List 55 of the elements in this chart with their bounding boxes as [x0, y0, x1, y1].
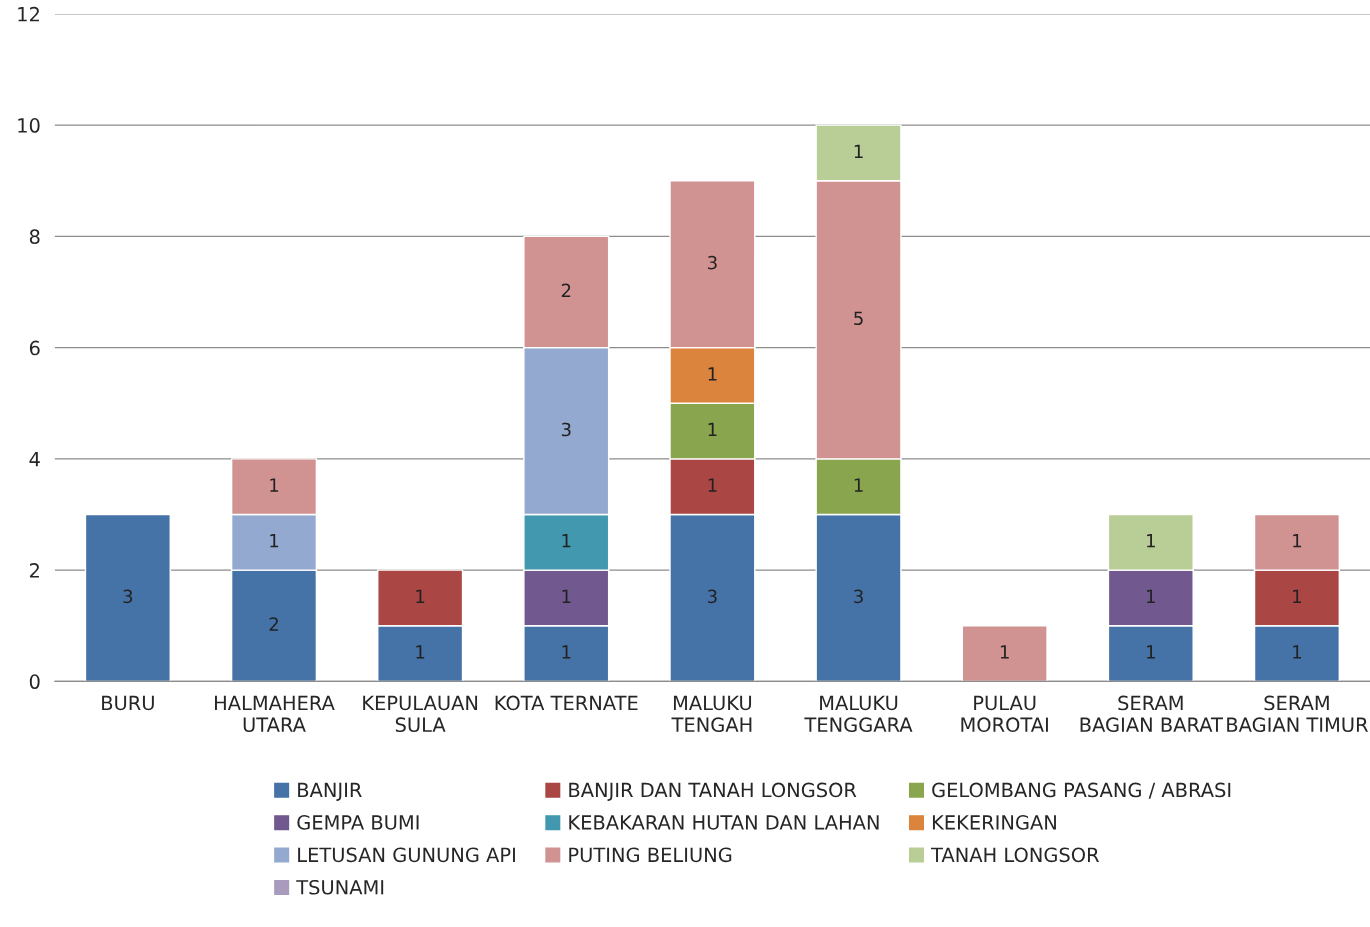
data-label: 1	[1000, 645, 1009, 659]
x-tick-label: BURU	[102, 695, 154, 711]
y-tick-label: 4	[29, 452, 40, 467]
data-label: 1	[854, 478, 863, 492]
data-label: 1	[708, 367, 717, 381]
legend-label: BANJIR	[298, 782, 362, 801]
legend-label: KEKERINGAN	[932, 815, 1056, 830]
y-tick-label: 6	[29, 340, 40, 356]
data-label: 1	[1293, 645, 1302, 659]
y-tick-label: 10	[18, 118, 40, 133]
data-label: 1	[1293, 589, 1302, 603]
legend-label: PUTING BELIUNG	[569, 847, 732, 863]
data-label: 3	[561, 422, 571, 437]
data-label: 2	[561, 283, 571, 297]
legend-label: KEBAKARAN HUTAN DAN LAHAN	[569, 815, 879, 830]
legend-label: BANJIR DAN TANAH LONGSOR	[569, 782, 857, 801]
x-tick-label: SERAM BAGIAN TIMUR	[1227, 695, 1369, 733]
data-label: 1	[708, 478, 717, 492]
data-label: 1	[270, 478, 279, 492]
legend-label: TSUNAMI	[296, 879, 384, 895]
legend-label: TANAH LONGSOR	[931, 847, 1100, 863]
data-label: 1	[708, 422, 717, 437]
legend-label: GELOMBANG PASANG / ABRASI	[932, 782, 1231, 799]
y-tick-label: 12	[18, 6, 39, 22]
data-label: 1	[562, 645, 571, 659]
data-label: 1	[270, 534, 279, 548]
data-label: 1	[1293, 534, 1302, 548]
y-tick-label: 8	[29, 229, 40, 245]
legend-label: GEMPA BUMI	[297, 815, 419, 830]
x-tick-label: KOTA TERNATE	[495, 695, 638, 711]
data-label: 1	[416, 645, 425, 659]
y-tick-label: 2	[29, 563, 39, 578]
bar	[961, 625, 1048, 682]
bar	[84, 513, 171, 682]
x-tick-label: PULAU MOROTAI	[961, 695, 1048, 733]
data-label: 1	[854, 144, 863, 158]
legend-label: LETUSAN GUNUNG API	[298, 847, 515, 863]
data-label: 1	[562, 534, 571, 548]
data-label: 5	[854, 311, 863, 326]
data-label: 1	[1147, 645, 1155, 659]
x-tick-label: SERAM BAGIAN BARAT	[1080, 695, 1223, 733]
x-tick-label: KEPULAUAN SULA	[363, 695, 478, 733]
data-label: 1	[1147, 589, 1155, 603]
data-label: 3	[123, 589, 133, 604]
y-tick-label: 0	[29, 674, 40, 690]
x-tick-label: MALUKU TENGAH	[671, 695, 752, 733]
data-label: 1	[416, 589, 425, 603]
x-tick-label: MALUKU TENGGARA	[804, 695, 913, 733]
data-label: 2	[269, 617, 278, 631]
data-label: 3	[708, 589, 717, 604]
x-tick-label: HALMAHERA UTARA	[215, 695, 335, 733]
data-label: 1	[1147, 534, 1155, 548]
data-label: 1	[562, 589, 571, 603]
data-label: 3	[708, 255, 717, 270]
data-label: 3	[854, 589, 863, 604]
